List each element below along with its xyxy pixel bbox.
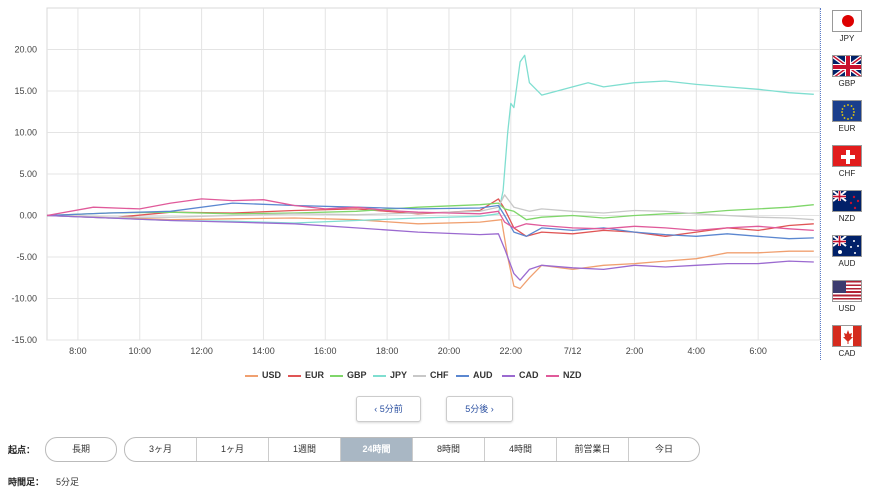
interval-label: 時間足： [8,477,45,487]
period-4hours[interactable]: 4時間 [485,438,557,461]
series-line-chf [46,194,814,221]
flag-label: GBP [838,79,856,88]
series-line-nzd [46,198,814,232]
next-5min-button[interactable]: 5分後 › [446,396,513,422]
y-tick-label: 5.00 [19,169,37,179]
y-tick-label: -5.00 [16,252,37,262]
x-tick-label: 14:00 [252,346,275,356]
legend-label: GBP [347,370,367,380]
legend-line-nzd [546,375,559,377]
y-tick-label: 0.00 [19,211,37,221]
period-8hours[interactable]: 8時間 [413,438,485,461]
y-tick-label: 10.00 [14,128,37,138]
swiss-flag-icon [832,145,862,167]
flag-eur[interactable]: EUR [831,100,863,133]
y-tick-label: -10.00 [11,294,37,304]
x-tick-label: 12:00 [190,346,213,356]
legend-label: NZD [563,370,582,380]
period-long-button[interactable]: 長期 [45,437,117,462]
interval-value: 5分足 [56,477,80,487]
canada-flag-icon [832,325,862,347]
new-zealand-flag-icon [832,190,862,212]
legend-line-chf [413,375,426,377]
legend-label: USD [262,370,282,380]
legend-label: EUR [305,370,325,380]
legend-label: JPY [390,370,408,380]
series-line-aud [46,202,814,240]
japan-flag-icon [832,10,862,32]
x-tick-label: 10:00 [128,346,151,356]
period-1month[interactable]: 1ヶ月 [197,438,269,461]
start-point-label: 起点： [8,445,36,455]
x-tick-label: 8:00 [69,346,87,356]
australia-flag-icon [832,235,862,257]
series-line-eur [46,198,814,237]
usa-flag-icon [832,280,862,302]
y-tick-label: 20.00 [14,45,37,55]
line-chart: 20.00 15.00 10.00 5.00 0.00 -5.00 -10.00 -15.00… [11,7,820,357]
period-1week[interactable]: 1週間 [269,438,341,461]
period-24hours[interactable]: 24時間 [341,438,413,461]
x-tick-label: 2:00 [626,346,644,356]
flag-label: JPY [839,34,855,43]
flag-aud[interactable]: AUD [831,235,863,268]
x-tick-label: 18:00 [376,346,399,356]
series-line-cad [46,214,814,281]
series-line-gbp [46,202,814,221]
series-lines [46,54,814,290]
x-tick-label: 6:00 [749,346,767,356]
legend-line-usd [245,375,258,377]
legend-label: AUD [473,370,493,380]
flag-nzd[interactable]: NZD [831,190,863,223]
axis-ticks: 20.00 15.00 10.00 5.00 0.00 -5.00 -10.00 -15.00… [11,45,766,357]
legend-label: CAD [519,370,539,380]
flag-label: USD [838,304,856,313]
legend-label: CHF [430,370,449,380]
flag-label: CHF [838,169,856,178]
x-tick-label: 4:00 [688,346,706,356]
period-selector: 3ヶ月 1ヶ月 1週間 24時間 8時間 4時間 前営業日 今日 [124,437,700,462]
series-line-jpy [46,54,814,224]
flag-jpy[interactable]: JPY [831,10,863,43]
x-tick-label: 22:00 [500,346,523,356]
y-tick-label: 15.00 [14,86,37,96]
legend-line-gbp [330,375,343,377]
legend-line-eur [288,375,301,377]
uk-flag-icon [832,55,862,77]
chart-grid [46,7,820,341]
flag-chf[interactable]: CHF [831,145,863,178]
flag-usd[interactable]: USD [831,280,863,313]
legend-line-jpy [373,375,386,377]
y-tick-label: -15.00 [11,335,37,345]
series-line-usd [46,214,814,290]
x-tick-label: 16:00 [314,346,337,356]
currency-flag-panel: JPY GBP [820,8,870,360]
period-3months[interactable]: 3ヶ月 [125,438,197,461]
legend-line-aud [456,375,469,377]
x-tick-label: 20:00 [438,346,461,356]
period-previous-day[interactable]: 前営業日 [557,438,629,461]
flag-gbp[interactable]: GBP [831,55,863,88]
x-tick-label: 7/12 [564,346,582,356]
prev-5min-button[interactable]: ‹ 5分前 [356,396,421,422]
period-today[interactable]: 今日 [654,444,673,454]
legend-line-cad [502,375,515,377]
flag-cad[interactable]: CAD [831,325,863,358]
flag-label: NZD [838,214,856,223]
flag-label: EUR [838,124,856,133]
flag-label: AUD [838,259,856,268]
chart-legend: USD EUR GBP JPY CHF AUD CAD NZD [0,369,820,383]
eu-flag-icon [832,100,862,122]
flag-label: CAD [838,349,856,358]
